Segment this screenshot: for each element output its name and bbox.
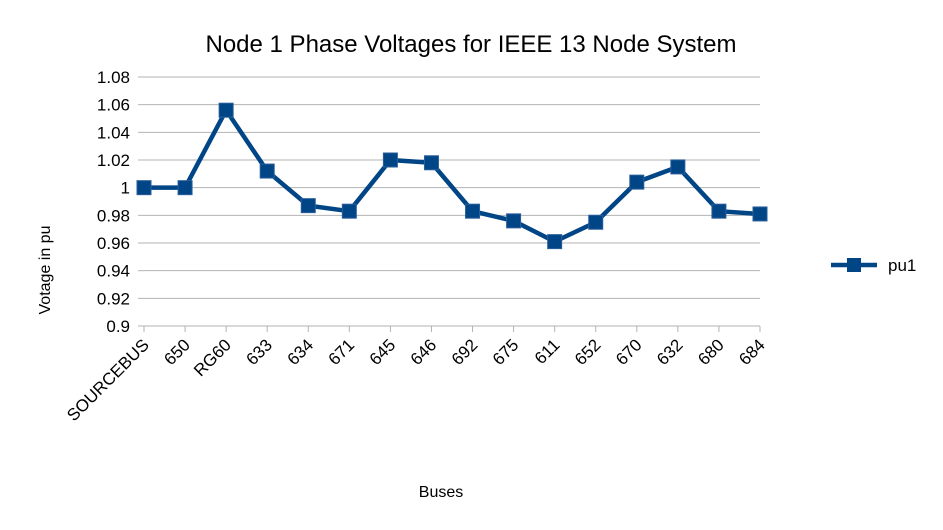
x-tick-label: 645: [366, 335, 399, 368]
y-tick-label: 1.08: [97, 68, 130, 87]
data-point-marker: [752, 206, 768, 222]
data-point-marker: [711, 203, 727, 219]
data-point-marker: [136, 180, 152, 196]
x-tick-label: 684: [735, 335, 768, 368]
y-tick-label: 1: [121, 179, 130, 198]
y-tick-label: 0.96: [97, 234, 130, 253]
y-tick-label: 1.06: [97, 96, 130, 115]
y-tick-label: 0.9: [106, 317, 130, 336]
x-tick-label: 632: [653, 335, 686, 368]
x-tick-label: 633: [243, 335, 276, 368]
x-tick-label: 634: [284, 335, 317, 368]
y-tick-label: 0.92: [97, 289, 130, 308]
x-tick-label: 652: [571, 335, 604, 368]
x-tick-label: 692: [448, 335, 481, 368]
data-point-marker: [670, 159, 686, 175]
data-point-marker: [465, 203, 481, 219]
legend-label: pu1: [888, 256, 916, 275]
data-point-marker: [382, 152, 398, 168]
y-tick-label: 0.98: [97, 206, 130, 225]
data-point-marker: [423, 155, 439, 171]
x-tick-label: 675: [489, 335, 522, 368]
data-point-marker: [218, 102, 234, 118]
data-point-marker: [588, 214, 604, 230]
x-tick-label: 650: [160, 335, 193, 368]
data-point-marker: [177, 180, 193, 196]
y-axis-title: Votage in pu: [37, 226, 54, 315]
grid: [138, 76, 761, 332]
chart-title: Node 1 Phase Voltages for IEEE 13 Node S…: [206, 31, 737, 58]
data-point-marker: [629, 174, 645, 190]
data-point-marker: [506, 213, 522, 229]
legend-marker: [847, 258, 861, 272]
x-tick-label: 680: [694, 335, 727, 368]
data-point-marker: [341, 203, 357, 219]
data-point-marker: [259, 163, 275, 179]
data-point-marker: [547, 234, 563, 250]
x-tick-label: 646: [407, 335, 440, 368]
y-tick-label: 0.94: [97, 262, 130, 281]
x-tick-label: RG60: [190, 335, 235, 380]
data-point-marker: [300, 198, 316, 214]
series-line: [144, 107, 761, 244]
series-pu1: [136, 102, 768, 250]
x-tick-label: 611: [531, 335, 564, 368]
y-tick-label: 1.02: [97, 151, 130, 170]
legend: pu1: [831, 256, 916, 275]
x-tick-label: 670: [612, 335, 645, 368]
y-axis-ticks: 0.9 0.92 0.94 0.96 0.98 1 1.02 1.04 1.06 1.08: [97, 68, 130, 336]
x-tick-label: SOURCEBUS: [63, 335, 153, 425]
x-axis-title: Buses: [419, 484, 463, 501]
y-tick-label: 1.04: [97, 123, 130, 142]
x-tick-label: 671: [325, 335, 358, 368]
